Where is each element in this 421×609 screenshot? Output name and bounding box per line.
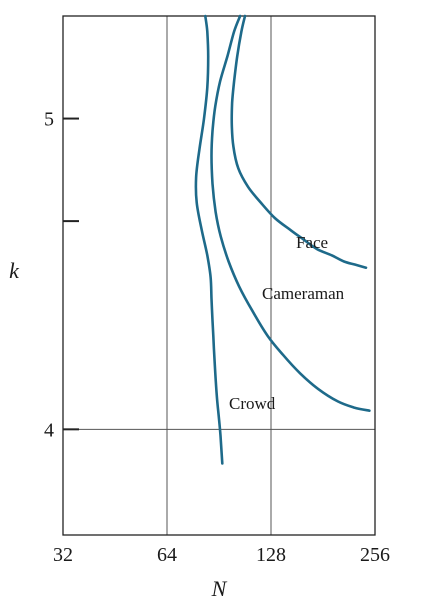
grid-layer bbox=[63, 16, 375, 535]
series-layer bbox=[194, 14, 371, 465]
x-tick-label-128: 128 bbox=[256, 544, 286, 566]
series-label-crowd: Crowd bbox=[229, 394, 276, 413]
y-tick-label-4: 4 bbox=[44, 419, 54, 441]
tick-layer: 32 64 128 256 4 5 bbox=[44, 109, 390, 566]
x-tick-label-64: 64 bbox=[157, 544, 177, 566]
y-axis-label: k bbox=[9, 258, 20, 283]
x-axis-label: N bbox=[211, 576, 228, 601]
x-tick-label-32: 32 bbox=[53, 544, 73, 566]
series-line-face bbox=[230, 14, 368, 269]
series-line-crowd bbox=[194, 14, 224, 465]
series-label-face: Face bbox=[296, 233, 328, 252]
series-label-cameraman: Cameraman bbox=[262, 284, 345, 303]
x-tick-label-256: 256 bbox=[360, 544, 390, 566]
series-line-cameraman bbox=[210, 14, 371, 412]
label-layer: Face Cameraman Crowd bbox=[229, 233, 345, 413]
y-tick-label-5: 5 bbox=[44, 109, 54, 131]
plot-frame bbox=[62, 15, 376, 536]
